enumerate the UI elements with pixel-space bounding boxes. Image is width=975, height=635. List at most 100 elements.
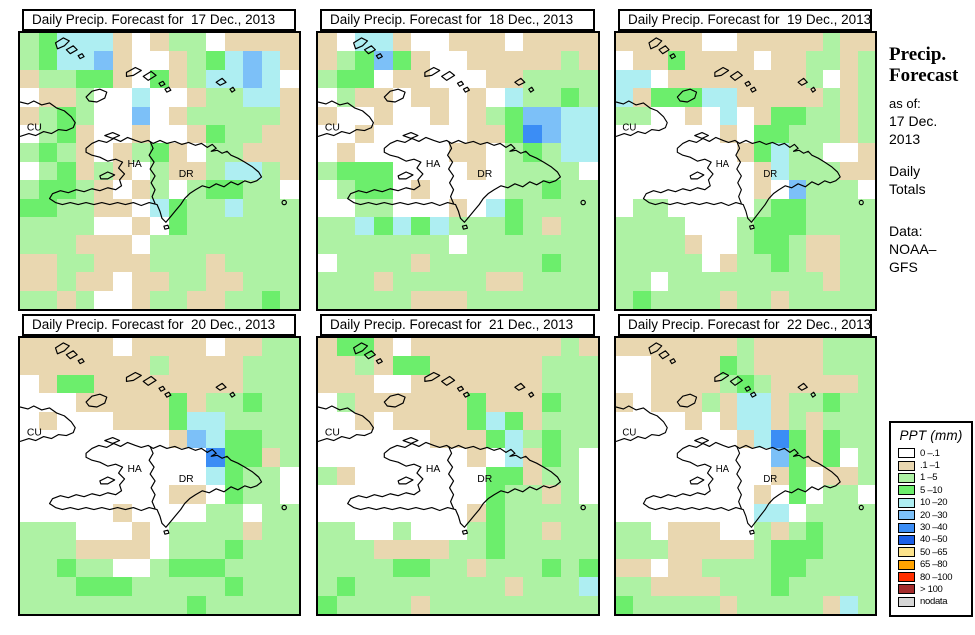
precip-cell xyxy=(650,51,668,70)
precip-cell xyxy=(667,272,686,291)
precip-cell xyxy=(448,374,468,394)
precip-cell xyxy=(805,466,824,486)
precip-cell xyxy=(113,253,132,273)
precip-cell xyxy=(206,253,225,273)
precip-cell xyxy=(702,393,720,412)
precip-cell xyxy=(805,161,824,181)
precip-cell xyxy=(702,216,720,236)
precip-cell xyxy=(788,253,806,273)
precip-cell xyxy=(754,33,772,52)
precip-cell xyxy=(94,124,113,144)
precip-cell xyxy=(355,124,374,144)
precip-cell xyxy=(579,51,598,70)
precip-cell xyxy=(560,106,580,125)
precip-cell xyxy=(523,338,542,357)
precip-cell xyxy=(280,338,299,357)
precip-cell xyxy=(94,577,113,596)
precip-cell xyxy=(448,540,468,559)
precip-cell xyxy=(373,577,393,596)
precip-cell xyxy=(243,198,262,217)
precip-cell xyxy=(616,106,634,125)
legend-entry: .1 –1 xyxy=(891,459,971,471)
precip-cell xyxy=(616,88,634,107)
precip-cell xyxy=(373,143,393,162)
precip-cell xyxy=(373,485,393,504)
precip-cell xyxy=(38,411,58,430)
precip-cell xyxy=(685,253,703,273)
precip-cell xyxy=(318,558,337,578)
precip-cell xyxy=(541,33,561,52)
precip-cell xyxy=(373,235,393,254)
precip-cell xyxy=(560,69,580,89)
precip-cell xyxy=(736,235,755,254)
precip-cell xyxy=(736,161,755,181)
precip-cell xyxy=(373,161,393,181)
precip-cell xyxy=(485,161,505,181)
precip-grid xyxy=(318,33,598,309)
precip-cell xyxy=(485,503,505,522)
precip-cell xyxy=(467,540,486,559)
precip-cell xyxy=(187,161,206,181)
figure-title-line2: Forecast xyxy=(889,65,959,86)
precip-cell xyxy=(788,485,806,504)
precip-cell xyxy=(448,69,468,89)
precip-cell xyxy=(541,69,561,89)
precip-cell xyxy=(38,374,58,394)
precip-cell xyxy=(485,338,505,357)
precip-cell xyxy=(633,338,651,357)
precip-cell xyxy=(392,69,412,89)
precip-cell xyxy=(336,161,356,181)
precip-cell xyxy=(75,106,95,125)
precip-cell xyxy=(243,106,262,125)
precip-cell xyxy=(579,180,598,199)
precip-cell xyxy=(168,88,188,107)
precip-cell xyxy=(318,356,337,375)
precip-cell xyxy=(318,429,337,449)
precip-cell xyxy=(579,485,598,504)
precip-cell xyxy=(94,69,113,89)
precip-cell xyxy=(57,485,76,504)
precip-cell xyxy=(840,216,858,236)
precip-cell xyxy=(57,411,76,430)
precip-cell xyxy=(150,595,169,614)
precip-cell xyxy=(336,88,356,107)
totals-line2: Totals xyxy=(889,181,926,197)
precip-cell xyxy=(392,503,412,522)
precip-cell xyxy=(685,356,703,375)
precip-cell xyxy=(131,51,151,70)
precip-cell xyxy=(243,521,262,541)
precip-cell xyxy=(131,124,151,144)
precip-cell xyxy=(667,88,686,107)
precip-cell xyxy=(261,198,281,217)
precip-cell xyxy=(485,393,505,412)
legend-label: 0 –.1 xyxy=(920,447,940,459)
precip-cell xyxy=(206,448,225,467)
precip-cell xyxy=(20,540,39,559)
precip-cell xyxy=(113,124,132,144)
precip-cell xyxy=(633,411,651,430)
precip-cell xyxy=(429,374,449,394)
precip-cell xyxy=(523,411,542,430)
precip-cell xyxy=(243,393,262,412)
precip-cell xyxy=(685,411,703,430)
precip-cell xyxy=(579,198,598,217)
legend-swatch xyxy=(898,522,915,533)
precip-cell xyxy=(318,106,337,125)
precip-cell xyxy=(355,393,374,412)
precip-cell xyxy=(702,198,720,217)
precip-cell xyxy=(754,577,772,596)
precip-cell xyxy=(823,338,841,357)
precip-cell xyxy=(336,466,356,486)
precip-cell xyxy=(467,106,486,125)
precip-cell xyxy=(113,521,132,541)
precip-cell xyxy=(788,429,806,449)
precip-cell xyxy=(485,51,505,70)
precip-cell xyxy=(616,253,634,273)
precip-cell xyxy=(187,356,206,375)
precip-cell xyxy=(823,466,841,486)
precip-cell xyxy=(857,503,875,522)
precip-cell xyxy=(485,33,505,52)
precip-cell xyxy=(392,88,412,107)
precip-cell xyxy=(541,253,561,273)
precip-cell xyxy=(261,374,281,394)
